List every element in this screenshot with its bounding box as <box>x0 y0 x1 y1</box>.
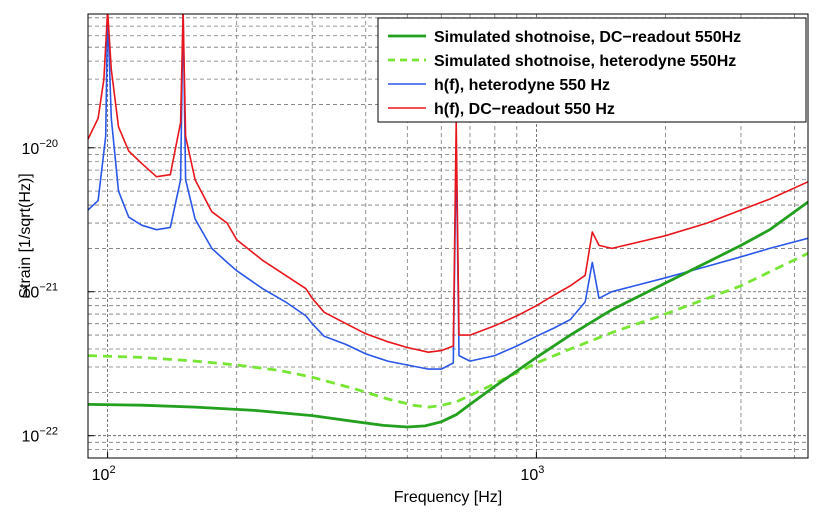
plot-frame <box>87 13 809 459</box>
legend-label: h(f), DC−readout 550 Hz <box>434 101 615 118</box>
series-line-4 <box>88 14 808 354</box>
legend-box <box>377 17 807 123</box>
y-tick-label: 10−22 <box>22 426 58 446</box>
series-line-1 <box>88 200 808 429</box>
series-group <box>88 14 808 429</box>
legend-label: Simulated shotnoise, heterodyne 550Hz <box>434 53 736 70</box>
legend-label: Simulated shotnoise, DC−readout 550Hz <box>434 29 741 46</box>
axis-ticks: 102 103 10−22 10−21 10−20 <box>22 138 545 484</box>
series-line-3 <box>88 14 808 370</box>
x-tick-label: 102 <box>92 464 116 484</box>
legend-label: h(f), heterodyne 550 Hz <box>434 77 610 94</box>
y-tick-label: 10−21 <box>22 282 58 302</box>
series-line-2 <box>88 252 808 409</box>
x-axis-label: Frequency [Hz] <box>394 489 502 506</box>
y-axis-label: Strain [1/sqrt(Hz)] <box>17 173 34 298</box>
x-tick-label: 103 <box>520 464 544 484</box>
y-tick-label: 10−20 <box>22 138 58 158</box>
legend: Simulated shotnoise, DC−readout 550Hz Sim… <box>377 17 807 123</box>
